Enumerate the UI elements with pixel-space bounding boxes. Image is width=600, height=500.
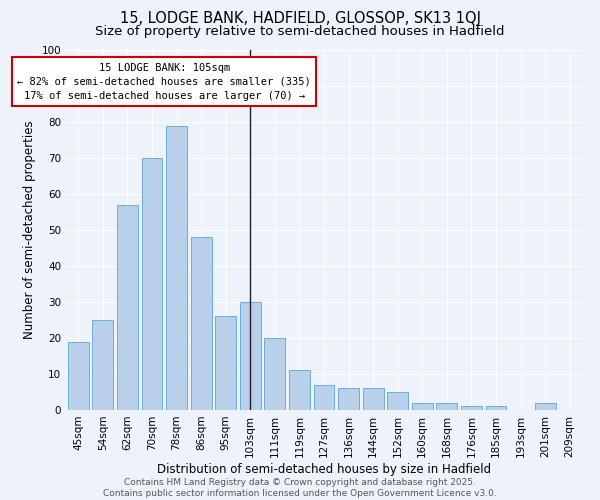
Bar	[314, 385, 334, 410]
Y-axis label: Number of semi-detached properties: Number of semi-detached properties	[23, 120, 36, 340]
Bar	[240, 302, 261, 410]
Bar	[191, 237, 212, 410]
Bar	[117, 205, 138, 410]
Bar	[265, 338, 286, 410]
Bar	[92, 320, 113, 410]
Bar	[215, 316, 236, 410]
Text: Contains HM Land Registry data © Crown copyright and database right 2025.
Contai: Contains HM Land Registry data © Crown c…	[103, 478, 497, 498]
Text: Size of property relative to semi-detached houses in Hadfield: Size of property relative to semi-detach…	[95, 25, 505, 38]
Bar	[461, 406, 482, 410]
Bar	[338, 388, 359, 410]
Text: 15 LODGE BANK: 105sqm
← 82% of semi-detached houses are smaller (335)
17% of sem: 15 LODGE BANK: 105sqm ← 82% of semi-deta…	[17, 62, 311, 100]
Bar	[68, 342, 89, 410]
Bar	[142, 158, 163, 410]
Bar	[362, 388, 383, 410]
Bar	[387, 392, 408, 410]
Bar	[289, 370, 310, 410]
Text: 15, LODGE BANK, HADFIELD, GLOSSOP, SK13 1QJ: 15, LODGE BANK, HADFIELD, GLOSSOP, SK13 …	[119, 12, 481, 26]
X-axis label: Distribution of semi-detached houses by size in Hadfield: Distribution of semi-detached houses by …	[157, 462, 491, 475]
Bar	[485, 406, 506, 410]
Bar	[412, 403, 433, 410]
Bar	[535, 403, 556, 410]
Bar	[436, 403, 457, 410]
Bar	[166, 126, 187, 410]
